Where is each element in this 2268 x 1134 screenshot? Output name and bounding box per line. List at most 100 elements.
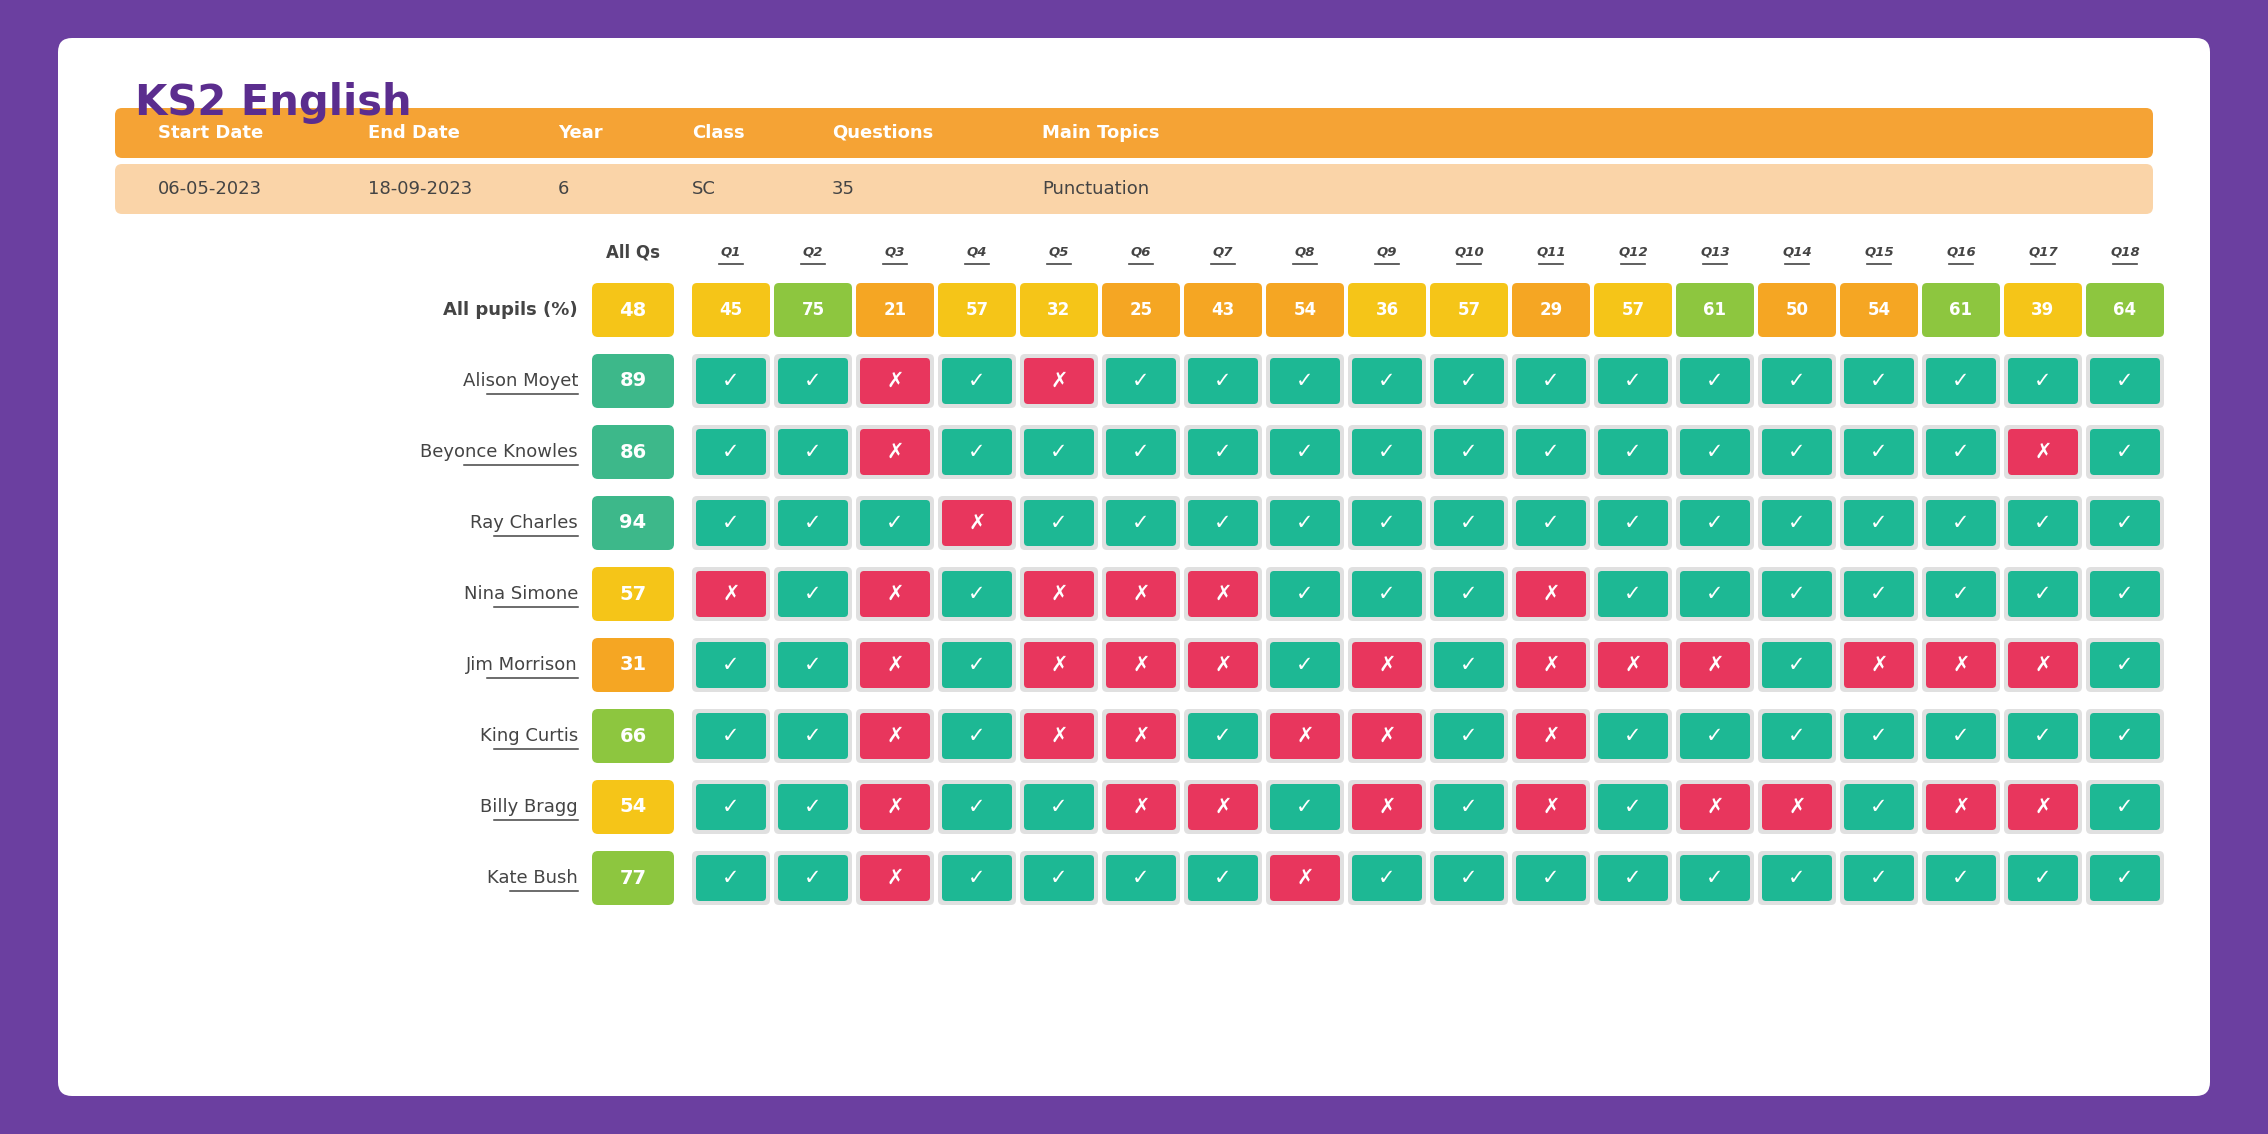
- FancyBboxPatch shape: [1433, 358, 1504, 404]
- Text: ✓: ✓: [968, 868, 987, 888]
- FancyBboxPatch shape: [855, 638, 934, 692]
- Text: 45: 45: [719, 301, 742, 319]
- Text: ✓: ✓: [1379, 584, 1395, 604]
- FancyBboxPatch shape: [692, 850, 771, 905]
- FancyBboxPatch shape: [592, 425, 674, 479]
- FancyBboxPatch shape: [2005, 850, 2082, 905]
- FancyBboxPatch shape: [1599, 572, 1667, 617]
- Text: 48: 48: [619, 301, 646, 320]
- FancyBboxPatch shape: [1921, 709, 2000, 763]
- FancyBboxPatch shape: [1758, 284, 1837, 337]
- FancyBboxPatch shape: [1844, 500, 1914, 545]
- FancyBboxPatch shape: [2007, 784, 2077, 830]
- Text: ✓: ✓: [1542, 442, 1560, 462]
- FancyBboxPatch shape: [1102, 284, 1179, 337]
- FancyBboxPatch shape: [2007, 572, 2077, 617]
- Text: 06-05-2023: 06-05-2023: [159, 180, 263, 198]
- FancyBboxPatch shape: [773, 496, 853, 550]
- Text: 61: 61: [1703, 301, 1726, 319]
- FancyBboxPatch shape: [860, 572, 930, 617]
- FancyBboxPatch shape: [1839, 780, 1919, 833]
- Text: ✗: ✗: [887, 584, 903, 604]
- FancyBboxPatch shape: [1758, 496, 1837, 550]
- FancyBboxPatch shape: [1594, 850, 1672, 905]
- FancyBboxPatch shape: [1021, 284, 1098, 337]
- FancyBboxPatch shape: [1515, 855, 1585, 902]
- FancyBboxPatch shape: [1513, 850, 1590, 905]
- Text: ✓: ✓: [1213, 726, 1232, 746]
- Text: Q2: Q2: [803, 245, 823, 259]
- FancyBboxPatch shape: [2091, 784, 2159, 830]
- Text: ✓: ✓: [2116, 513, 2134, 533]
- FancyBboxPatch shape: [1107, 572, 1177, 617]
- FancyBboxPatch shape: [1184, 780, 1261, 833]
- FancyBboxPatch shape: [1347, 425, 1427, 479]
- FancyBboxPatch shape: [1352, 642, 1422, 688]
- Text: 75: 75: [801, 301, 826, 319]
- FancyBboxPatch shape: [1599, 855, 1667, 902]
- FancyBboxPatch shape: [1431, 638, 1508, 692]
- FancyBboxPatch shape: [1599, 500, 1667, 545]
- FancyBboxPatch shape: [1266, 850, 1345, 905]
- FancyBboxPatch shape: [1513, 709, 1590, 763]
- FancyBboxPatch shape: [1266, 354, 1345, 408]
- FancyBboxPatch shape: [2087, 709, 2164, 763]
- Text: ✓: ✓: [1624, 726, 1642, 746]
- FancyBboxPatch shape: [2005, 425, 2082, 479]
- FancyBboxPatch shape: [941, 572, 1012, 617]
- FancyBboxPatch shape: [1266, 284, 1345, 337]
- FancyBboxPatch shape: [1513, 425, 1590, 479]
- FancyBboxPatch shape: [773, 709, 853, 763]
- FancyBboxPatch shape: [941, 429, 1012, 475]
- Text: ✓: ✓: [1542, 371, 1560, 391]
- Text: ✓: ✓: [1787, 655, 1805, 675]
- FancyBboxPatch shape: [778, 429, 848, 475]
- FancyBboxPatch shape: [855, 780, 934, 833]
- FancyBboxPatch shape: [2091, 572, 2159, 617]
- FancyBboxPatch shape: [1431, 567, 1508, 621]
- FancyBboxPatch shape: [1021, 425, 1098, 479]
- Text: ✓: ✓: [1624, 868, 1642, 888]
- FancyBboxPatch shape: [1352, 429, 1422, 475]
- FancyBboxPatch shape: [1758, 780, 1837, 833]
- FancyBboxPatch shape: [1762, 358, 1833, 404]
- FancyBboxPatch shape: [778, 572, 848, 617]
- FancyBboxPatch shape: [1431, 709, 1508, 763]
- FancyBboxPatch shape: [778, 358, 848, 404]
- FancyBboxPatch shape: [1758, 709, 1837, 763]
- FancyBboxPatch shape: [1676, 284, 1753, 337]
- Text: ✓: ✓: [1787, 513, 1805, 533]
- FancyBboxPatch shape: [1352, 713, 1422, 759]
- Text: Q17: Q17: [2028, 245, 2057, 259]
- FancyBboxPatch shape: [941, 855, 1012, 902]
- FancyBboxPatch shape: [1515, 429, 1585, 475]
- Text: Beyonce Knowles: Beyonce Knowles: [420, 443, 578, 462]
- FancyBboxPatch shape: [855, 284, 934, 337]
- Text: ✓: ✓: [1624, 797, 1642, 816]
- FancyBboxPatch shape: [2091, 500, 2159, 545]
- FancyBboxPatch shape: [2007, 429, 2077, 475]
- FancyBboxPatch shape: [1184, 425, 1261, 479]
- Text: 54: 54: [1867, 301, 1892, 319]
- Text: 35: 35: [832, 180, 855, 198]
- Text: Q15: Q15: [1864, 245, 1894, 259]
- FancyBboxPatch shape: [1513, 638, 1590, 692]
- FancyBboxPatch shape: [1433, 855, 1504, 902]
- FancyBboxPatch shape: [1676, 850, 1753, 905]
- Text: Alison Moyet: Alison Moyet: [463, 372, 578, 390]
- FancyBboxPatch shape: [1107, 713, 1177, 759]
- Text: 57: 57: [619, 584, 646, 603]
- FancyBboxPatch shape: [1681, 855, 1751, 902]
- Text: ✗: ✗: [2034, 797, 2053, 816]
- FancyBboxPatch shape: [1023, 429, 1093, 475]
- Text: ✓: ✓: [2034, 371, 2053, 391]
- FancyBboxPatch shape: [1921, 567, 2000, 621]
- FancyBboxPatch shape: [1023, 358, 1093, 404]
- FancyBboxPatch shape: [1107, 429, 1177, 475]
- Text: ✓: ✓: [2116, 797, 2134, 816]
- FancyBboxPatch shape: [1021, 709, 1098, 763]
- Text: ✗: ✗: [1379, 797, 1395, 816]
- FancyBboxPatch shape: [1758, 850, 1837, 905]
- Text: ✓: ✓: [1297, 797, 1313, 816]
- Text: ✗: ✗: [968, 513, 987, 533]
